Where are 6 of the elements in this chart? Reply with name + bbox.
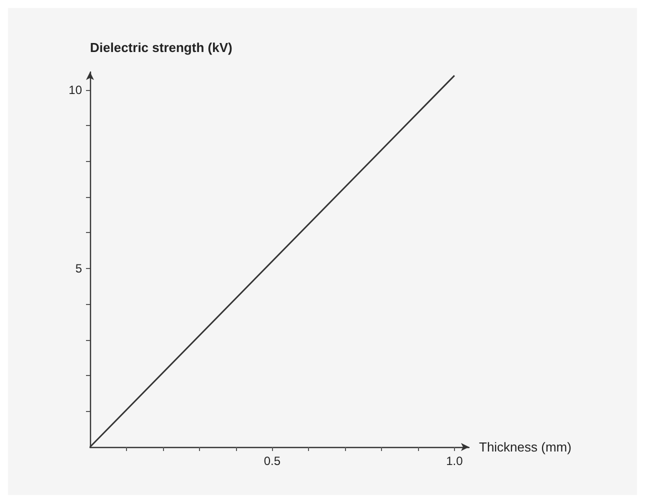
y-tick-label: 10 <box>68 82 82 97</box>
x-tick-label: 0.5 <box>264 454 281 468</box>
y-axis-title: Dielectric strength (kV) <box>90 40 232 55</box>
x-tick-label: 1.0 <box>446 454 464 468</box>
x-axis-title: Thickness (mm) <box>479 440 572 454</box>
y-tick-label: 5 <box>75 261 82 276</box>
